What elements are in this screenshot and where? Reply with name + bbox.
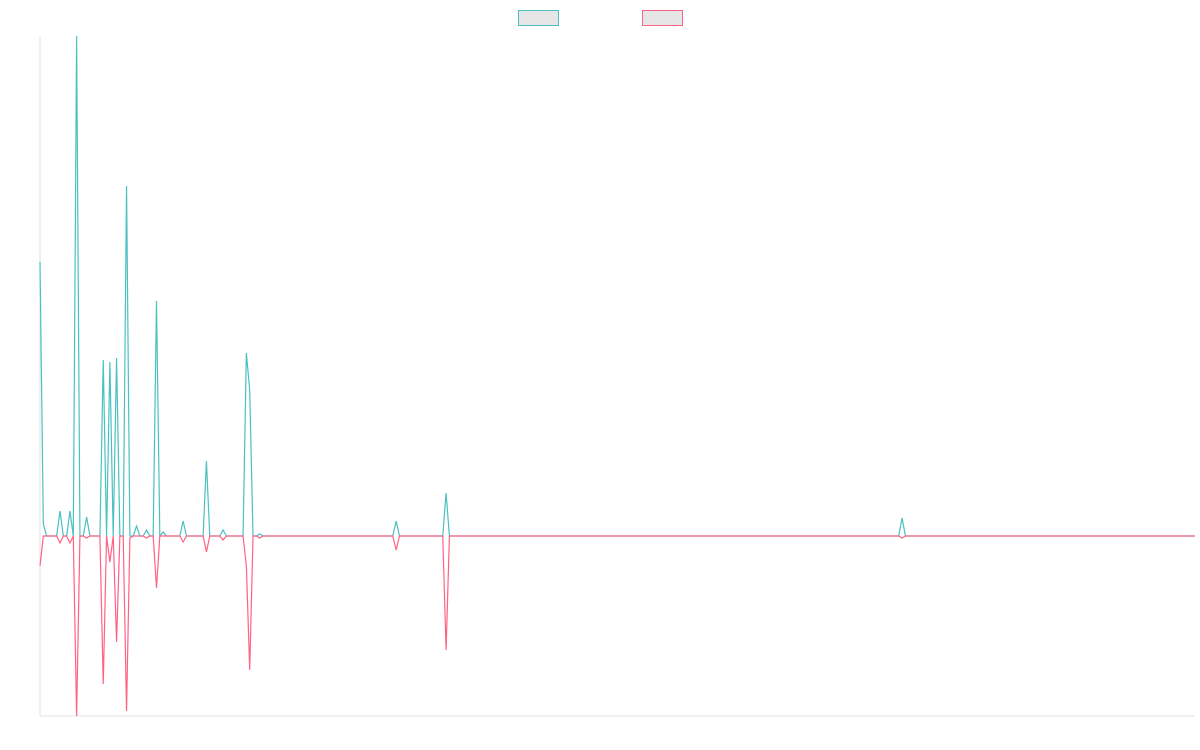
legend-swatch bbox=[518, 10, 559, 26]
data-line bbox=[39, 535, 1195, 717]
data-line bbox=[39, 35, 1195, 538]
legend-swatch bbox=[642, 10, 683, 26]
